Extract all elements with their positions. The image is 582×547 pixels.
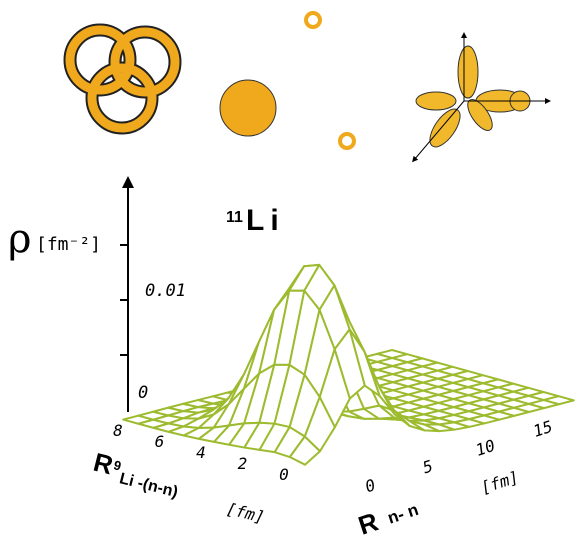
page: ρ [fm⁻²] 0 0.01 11 Li R 9 Li -(n-n) [fm]… xyxy=(0,0,582,547)
orbital-icon xyxy=(414,35,548,160)
z-symbol: ρ xyxy=(8,216,32,262)
nucleus-halo xyxy=(220,13,354,148)
y-tick-label: 0 xyxy=(279,465,289,484)
z-unit: [fm⁻²] xyxy=(36,234,101,255)
y-tick-label: 2 xyxy=(238,454,248,473)
title-mass: 11 xyxy=(226,209,243,226)
x-tick-label: 15 xyxy=(531,417,555,441)
title-element: Li xyxy=(246,204,285,237)
x-tick-label: 5 xyxy=(420,456,435,477)
z-tick-label: 0 xyxy=(138,383,148,403)
y-axis-subscript: Li -(n-n) xyxy=(118,470,180,501)
y-tick-label: 6 xyxy=(155,432,165,451)
illustration: ρ [fm⁻²] 0 0.01 11 Li R 9 Li -(n-n) [fm]… xyxy=(0,0,582,547)
y-axis-unit: [fm] xyxy=(224,499,266,527)
z-ticks xyxy=(120,245,128,355)
y-tick-label: 4 xyxy=(196,443,206,462)
density-surface xyxy=(123,265,574,465)
y-tick-label: 8 xyxy=(113,421,123,440)
x-axis-symbol: R xyxy=(355,506,382,540)
x-tick-label: 10 xyxy=(473,436,497,460)
x-tick-label: 0 xyxy=(363,475,378,496)
borromean-rings xyxy=(70,30,175,128)
z-tick-label: 0.01 xyxy=(145,281,186,301)
x-axis-unit: [fm] xyxy=(478,467,521,497)
x-axis-subscript: n- n xyxy=(385,500,421,528)
y-axis-symbol: R xyxy=(91,447,117,481)
